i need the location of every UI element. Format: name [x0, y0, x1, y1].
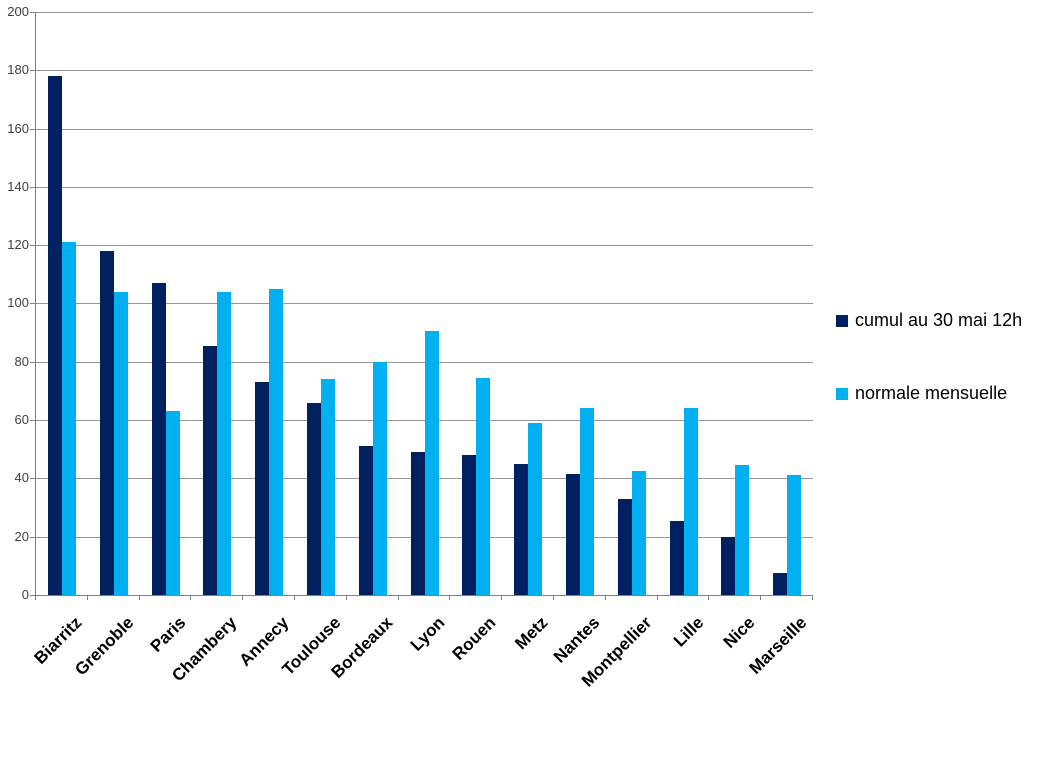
y-tick-mark — [30, 187, 35, 188]
y-tick-mark — [30, 362, 35, 363]
y-tick-mark — [30, 12, 35, 13]
y-tick-label: 100 — [7, 295, 29, 310]
bar — [425, 331, 439, 595]
legend-item: normale mensuelle — [836, 383, 1022, 404]
bar — [255, 382, 269, 595]
x-tick-mark — [398, 596, 399, 600]
y-tick-mark — [30, 245, 35, 246]
y-tick-mark — [30, 478, 35, 479]
x-tick-mark — [294, 596, 295, 600]
x-tick-mark — [449, 596, 450, 600]
y-tick-label: 40 — [14, 470, 29, 485]
bar — [566, 474, 580, 595]
x-tick-mark — [346, 596, 347, 600]
x-tick-mark — [708, 596, 709, 600]
x-tick-mark — [501, 596, 502, 600]
bar — [269, 289, 283, 595]
y-tick-mark — [30, 129, 35, 130]
bar — [217, 292, 231, 595]
x-tick-mark — [242, 596, 243, 600]
bar — [100, 251, 114, 595]
y-tick-mark — [30, 537, 35, 538]
bar — [514, 464, 528, 595]
bar — [462, 455, 476, 595]
y-tick-mark — [30, 70, 35, 71]
bar — [580, 408, 594, 595]
gridline-y-140 — [36, 187, 813, 188]
x-tick-mark — [190, 596, 191, 600]
plot-area — [35, 12, 813, 596]
bar — [307, 403, 321, 595]
bar — [152, 283, 166, 595]
x-tick-mark — [605, 596, 606, 600]
bar — [670, 521, 684, 595]
y-tick-label: 20 — [14, 529, 29, 544]
legend-label: normale mensuelle — [855, 383, 1008, 403]
y-tick-mark — [30, 303, 35, 304]
bar — [476, 378, 490, 595]
x-tick-mark — [139, 596, 140, 600]
bar — [735, 465, 749, 595]
gridline-y-60 — [36, 420, 813, 421]
y-tick-label: 0 — [21, 587, 29, 602]
gridline-y-120 — [36, 245, 813, 246]
bar — [373, 362, 387, 595]
gridline-y-80 — [36, 362, 813, 363]
legend-swatch — [836, 314, 848, 327]
legend-label: cumul au 30 mai 12h — [855, 310, 1023, 330]
bar — [114, 292, 128, 595]
y-tick-label: 140 — [7, 179, 29, 194]
bar — [787, 475, 801, 595]
bar — [321, 379, 335, 595]
legend-swatch — [836, 387, 848, 400]
y-tick-label: 60 — [14, 412, 29, 427]
bar — [773, 573, 787, 595]
bar — [166, 411, 180, 595]
bar — [618, 499, 632, 595]
x-tick-mark — [760, 596, 761, 600]
bar — [528, 423, 542, 595]
bar-chart: 0 20 40 60 80 100 120 140 160 180 200 Biarritz Gren… — [0, 0, 1022, 709]
bar — [684, 408, 698, 595]
y-axis-labels: 0 20 40 60 80 100 120 140 160 180 200 — [0, 0, 29, 709]
bar — [62, 242, 76, 595]
legend-item: cumul au 30 mai 12h — [836, 310, 1022, 331]
x-tick-mark — [553, 596, 554, 600]
y-tick-label: 200 — [7, 4, 29, 19]
x-tick-mark — [87, 596, 88, 600]
y-tick-mark — [30, 595, 35, 596]
y-tick-label: 80 — [14, 354, 29, 369]
gridline-y-100 — [36, 303, 813, 304]
bar — [359, 446, 373, 595]
y-tick-label: 160 — [7, 121, 29, 136]
bar — [721, 537, 735, 595]
x-tick-mark — [657, 596, 658, 600]
bar — [48, 76, 62, 595]
legend: cumul au 30 mai 12h normale mensuelle — [836, 310, 1022, 404]
y-tick-label: 180 — [7, 62, 29, 77]
bar — [411, 452, 425, 595]
x-tick-mark — [812, 596, 813, 600]
gridline-y-160 — [36, 129, 813, 130]
bar — [203, 346, 217, 595]
gridline-y-180 — [36, 70, 813, 71]
gridline-y-200 — [36, 12, 813, 13]
y-tick-mark — [30, 420, 35, 421]
bar — [632, 471, 646, 595]
y-tick-label: 120 — [7, 237, 29, 252]
x-tick-mark — [35, 596, 36, 600]
